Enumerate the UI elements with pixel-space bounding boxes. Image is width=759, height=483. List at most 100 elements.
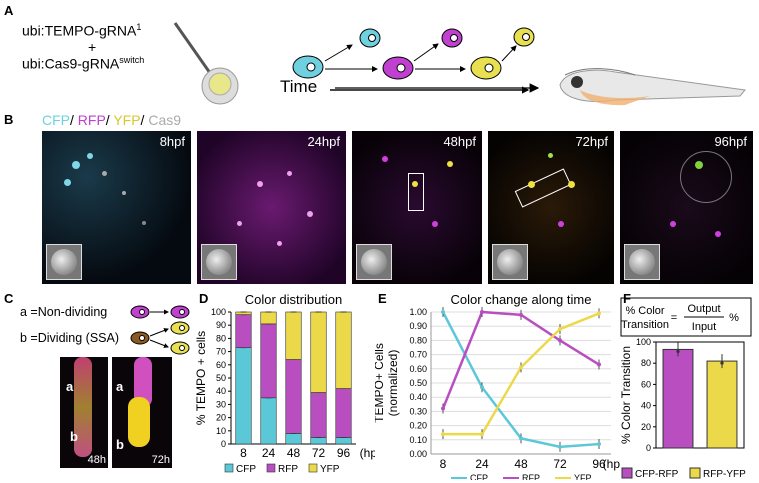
y-axis-label: TEMPO+ Cells	[375, 343, 386, 423]
y-tick-label: 0	[646, 443, 651, 453]
y-tick-label: 0.10	[409, 435, 427, 445]
y-tick-label: 80	[216, 333, 226, 343]
bar-segment	[235, 347, 252, 445]
legend-label: YFP	[574, 473, 592, 480]
formula-box	[620, 297, 752, 337]
channel-yfp: YFP	[113, 112, 141, 128]
microscopy-72hpf: 72hpf	[488, 131, 614, 284]
y-tick-label: 0.30	[409, 406, 427, 416]
label-b: b	[70, 429, 78, 444]
data-point	[558, 338, 562, 343]
formula-left-1: % Color	[625, 305, 664, 317]
legend-label: YFP	[320, 464, 340, 475]
time-48h: 48h	[87, 454, 106, 466]
larva-illustration	[559, 68, 746, 106]
legend-swatch	[308, 463, 318, 473]
data-point	[720, 361, 724, 365]
bar-segment	[310, 392, 327, 438]
data-point	[676, 349, 680, 354]
x-tick-label: 96	[337, 446, 351, 460]
injection-illustration	[173, 22, 239, 105]
legend-label: RFP	[522, 473, 540, 480]
y-tick-label: 0.00	[409, 449, 427, 459]
legend-b: b =Dividing (SSA)	[20, 331, 120, 345]
lineage-diagram	[292, 27, 535, 94]
y-tick-label: 10	[216, 426, 226, 436]
time-72h: 72h	[151, 454, 170, 466]
y-tick-label: 40	[641, 401, 651, 411]
channel-sep: /	[70, 112, 78, 128]
y-tick-label: 40	[216, 386, 226, 396]
bar-segment	[310, 437, 327, 445]
bar-segment	[235, 314, 252, 348]
legend-swatch	[266, 463, 276, 473]
y-axis-label: % Color Transition	[619, 346, 633, 444]
data-point	[441, 406, 445, 411]
inset-embryo	[46, 244, 82, 280]
bar-segment	[335, 311, 352, 389]
chart-title: Color distribution	[245, 292, 343, 307]
y-tick-label: 0.40	[409, 392, 427, 402]
x-tick-label: 48	[514, 457, 528, 471]
bar	[662, 348, 694, 449]
bar-segment	[285, 433, 302, 445]
division-diagram	[130, 305, 190, 355]
detail-72h: a b 72h	[112, 357, 172, 468]
plot-frame	[655, 341, 745, 449]
x-tick-label: 24	[475, 457, 489, 471]
data-point	[558, 444, 562, 449]
label-a: a	[66, 379, 74, 394]
bar-segment	[335, 388, 352, 438]
data-point	[558, 327, 562, 332]
y-tick-label: 20	[641, 422, 651, 432]
formula-left-2: Transition	[621, 319, 669, 331]
time-arrow	[335, 83, 540, 93]
data-point	[480, 310, 484, 314]
legend-label: RFP	[278, 464, 298, 475]
detail-48h: a b 48h	[60, 357, 108, 468]
y-tick-label: 0.90	[409, 321, 427, 331]
legend-swatch	[224, 463, 234, 473]
channel-sep: /	[105, 112, 114, 128]
x-tick-label: 48	[287, 446, 301, 460]
bar-segment	[260, 397, 277, 445]
x-tick-label: 8	[240, 446, 247, 460]
x-tick-label: 24	[262, 446, 276, 460]
channel-cfp: CFP	[42, 112, 70, 128]
channel-rfp: RFP	[77, 112, 106, 128]
chart-color-change: Color change along time TEMPO+ Cells (norm…	[375, 292, 620, 480]
data-point	[597, 311, 601, 316]
data-point	[597, 442, 601, 447]
microscopy-8hpf: 8hpf	[42, 131, 191, 284]
y-tick-label: 80	[641, 358, 651, 368]
y-tick-label: 1.00	[409, 307, 427, 317]
channel-legend: CFP/ RFP/ YFP/ Cas9	[42, 112, 181, 128]
panel-label-c: C	[4, 291, 14, 306]
x-tick-label: 72	[312, 446, 326, 460]
panel-label-e: E	[378, 291, 387, 306]
time-label: Time	[280, 77, 318, 96]
bar-segment	[260, 323, 277, 399]
x-tick-label: 72	[553, 457, 567, 471]
chart-color-transition: % Color Transition= Output Input% % Color Tr…	[619, 297, 752, 480]
y-tick-label: 100	[636, 337, 651, 347]
y-tick-label: 30	[216, 399, 226, 409]
x-axis-label: (hpf)	[603, 457, 620, 471]
legend-label: RFP-YFP	[703, 469, 746, 480]
bar-segment	[260, 311, 277, 325]
data-point	[597, 362, 601, 367]
inset-embryo	[201, 244, 237, 280]
label-a: a	[116, 379, 124, 394]
y-tick-label: 0.80	[409, 335, 427, 345]
timepoint-label: 24hpf	[307, 134, 340, 149]
legend-label: CFP	[236, 464, 256, 475]
formula-den: Input	[692, 321, 716, 333]
y-tick-label: 50	[216, 373, 226, 383]
formula-pct: %	[729, 312, 739, 324]
formula-num: Output	[687, 303, 720, 315]
construct-2: ubi:Cas9-gRNAswitch	[22, 55, 145, 72]
series-line	[443, 312, 600, 436]
x-axis-label: (hpf)	[360, 446, 375, 460]
chart-title: Color change along time	[451, 292, 592, 307]
y-tick-label: 0	[221, 439, 226, 449]
